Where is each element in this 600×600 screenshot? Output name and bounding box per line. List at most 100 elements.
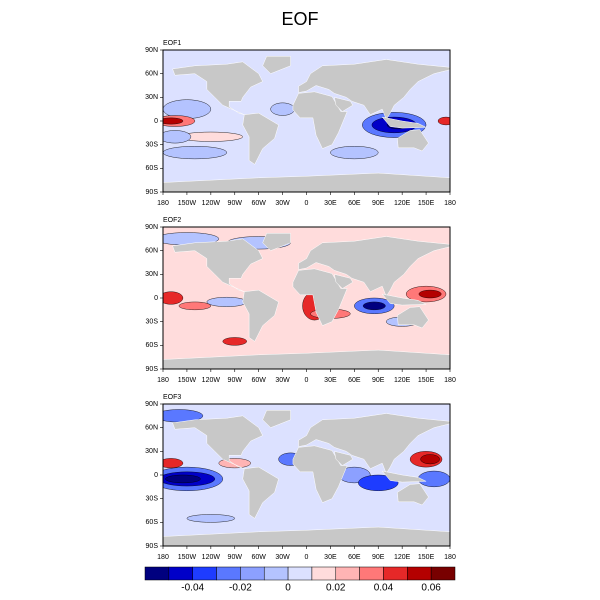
land (163, 349, 450, 369)
colorbar-box (168, 566, 193, 581)
land (242, 289, 279, 342)
colorbar-box (144, 566, 170, 581)
lat-label: 30S (146, 142, 159, 149)
land (172, 61, 263, 115)
lon-label: 120W (202, 200, 221, 207)
contour-region (222, 337, 247, 346)
land (292, 91, 348, 149)
lon-label: 60W (251, 200, 266, 207)
lon-label: 150E (418, 377, 435, 384)
colorbar-box (216, 566, 241, 581)
lon-label: 30E (324, 377, 337, 384)
lon-label: 60E (348, 554, 361, 561)
lat-label: 90S (146, 543, 159, 550)
colorbar-box (311, 566, 337, 581)
land (262, 233, 291, 251)
contour-region (358, 474, 399, 491)
lat-label: 30S (146, 496, 159, 503)
land (381, 470, 427, 483)
colorbar-box (383, 566, 408, 581)
lat-label: 30N (145, 271, 158, 278)
land (298, 236, 450, 297)
land (242, 112, 279, 165)
contour-region (417, 470, 450, 488)
lat-label: 90N (145, 224, 158, 231)
colorbar-label: -0.04 (181, 583, 204, 594)
figure-title: EOF (281, 9, 318, 29)
colorbar-label: 0 (285, 583, 291, 594)
map-panel: EOF3 90N 60N 30N 0 30S 60S 90S 180 150W 120W 90W 60W… (145, 394, 456, 561)
map-panel: EOF2 90N 60N 30N 0 30S 60S 90S 180 150W 120W 90W 60W… (145, 217, 456, 384)
contour-region (186, 514, 235, 523)
lon-label: 30E (324, 200, 337, 207)
lon-label: 90E (372, 377, 385, 384)
colorbar-box (287, 566, 313, 581)
panel-label: EOF2 (163, 217, 181, 224)
lon-label: 180 (444, 554, 456, 561)
lat-label: 90N (145, 401, 158, 408)
lon-label: 30W (275, 200, 290, 207)
land (334, 96, 354, 112)
lon-label: 180 (444, 377, 456, 384)
map-panel: EOF1 90N 60N 30N 0 30S 60S 90S 180 150W 120W 90W 60W… (145, 40, 456, 207)
lat-label: 60S (146, 165, 159, 172)
contour-region (270, 102, 295, 116)
colorbar-box (192, 566, 217, 581)
map-area (163, 50, 450, 192)
land (397, 483, 429, 506)
land (298, 413, 450, 474)
colorbar-label: 0.06 (421, 583, 441, 594)
land (292, 445, 348, 503)
lon-label: 60W (251, 377, 266, 384)
lon-label: 0 (305, 200, 309, 207)
lat-label: 30S (146, 319, 159, 326)
lon-label: 90W (228, 200, 243, 207)
land (292, 268, 348, 326)
contour-region (218, 458, 251, 469)
colorbar-box (240, 566, 265, 581)
colorbar-box (407, 566, 432, 581)
land (334, 273, 354, 289)
contour-region (178, 301, 212, 311)
lon-label: 60E (348, 377, 361, 384)
lon-label: 90W (228, 554, 243, 561)
lon-label: 120W (202, 377, 221, 384)
lon-label: 30E (324, 554, 337, 561)
lon-label: 30W (275, 554, 290, 561)
colorbar-label: 0.02 (326, 583, 346, 594)
contour-region (362, 301, 386, 311)
lat-label: 30N (145, 448, 158, 455)
contour-region (163, 458, 184, 469)
land (242, 466, 279, 519)
lat-label: 0 (154, 295, 158, 302)
panel-label: EOF1 (163, 40, 181, 47)
panel-label: EOF3 (163, 394, 181, 401)
land (262, 410, 291, 428)
land (163, 526, 450, 546)
land (381, 293, 427, 306)
colorbar-box (263, 566, 289, 581)
colorbar-box (430, 566, 456, 581)
contour-region (418, 289, 442, 299)
contour-region (437, 116, 450, 126)
lon-label: 0 (305, 554, 309, 561)
lat-label: 90S (146, 366, 159, 373)
lon-label: 120W (202, 554, 221, 561)
contour-region (165, 474, 201, 484)
map-area (163, 404, 450, 546)
colorbar-box (335, 566, 360, 581)
lon-label: 90W (228, 377, 243, 384)
contour-region (163, 117, 184, 125)
lon-label: 0 (305, 377, 309, 384)
colorbar-label: -0.02 (229, 583, 252, 594)
contour-region (163, 130, 192, 144)
lon-label: 150W (178, 554, 197, 561)
colorbar-label: 0.04 (374, 583, 394, 594)
lon-label: 60E (348, 200, 361, 207)
land (172, 415, 263, 469)
land (381, 116, 427, 129)
lat-label: 60S (146, 519, 159, 526)
contour-region (330, 146, 379, 160)
land (397, 306, 429, 329)
map-area (163, 227, 450, 369)
